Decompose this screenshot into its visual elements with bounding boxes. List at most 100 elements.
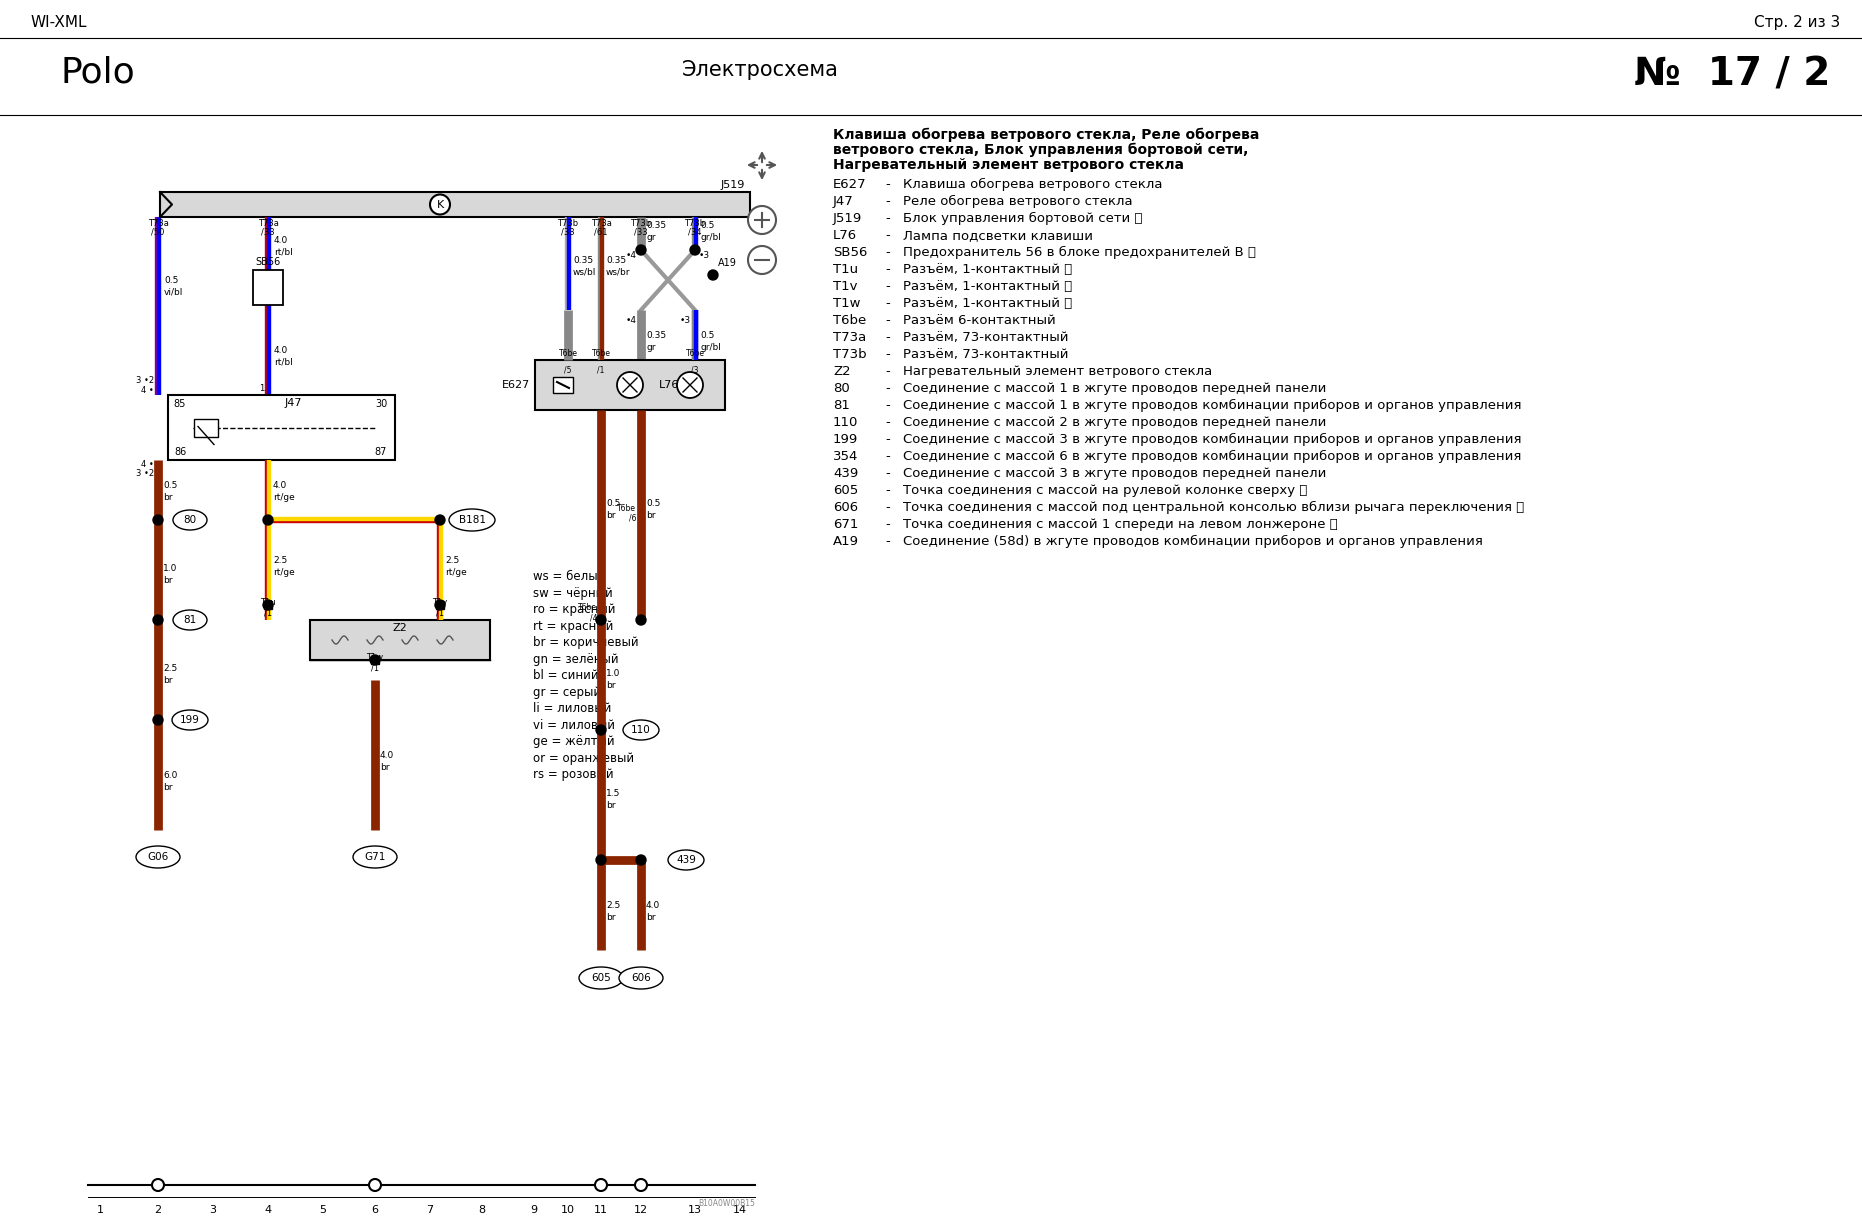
Text: T1w: T1w — [832, 296, 860, 310]
Text: /50: /50 — [151, 228, 164, 236]
Text: Polo: Polo — [60, 55, 134, 89]
Text: or = оранжевый: or = оранжевый — [533, 752, 635, 765]
Text: 2.5: 2.5 — [164, 663, 177, 673]
Text: A19: A19 — [719, 258, 737, 268]
Text: 4.0: 4.0 — [274, 481, 287, 490]
Text: 3 •2: 3 •2 — [136, 469, 155, 478]
Ellipse shape — [618, 967, 663, 989]
Text: •4: •4 — [626, 251, 637, 260]
Text: 80: 80 — [184, 515, 197, 525]
Text: 3: 3 — [210, 1205, 216, 1215]
Text: Точка соединения с массой 1 спереди на левом лонжероне 📷: Точка соединения с массой 1 спереди на л… — [903, 518, 1337, 531]
Text: rt/bl: rt/bl — [274, 358, 292, 367]
Text: /61: /61 — [594, 228, 607, 236]
Text: Нагревательный элемент ветрового стекла: Нагревательный элемент ветрового стекла — [903, 365, 1212, 378]
Text: -: - — [884, 365, 890, 378]
Text: 4.0: 4.0 — [380, 750, 395, 759]
Text: 0.35: 0.35 — [605, 256, 626, 264]
Text: Разъём, 73-контактный: Разъём, 73-контактный — [903, 348, 1069, 360]
Text: 1: 1 — [259, 384, 264, 392]
Text: •4: •4 — [626, 316, 637, 325]
Circle shape — [436, 600, 445, 610]
Circle shape — [596, 855, 605, 865]
Text: -: - — [884, 433, 890, 446]
Text: Лампа подсветки клавиши: Лампа подсветки клавиши — [903, 229, 1093, 242]
Ellipse shape — [354, 846, 397, 868]
Text: 11: 11 — [594, 1205, 609, 1215]
Text: T1u
/1: T1u /1 — [261, 598, 276, 617]
Text: L76: L76 — [659, 380, 680, 390]
Text: ws/bl: ws/bl — [573, 267, 596, 277]
Text: Соединение (58d) в жгуте проводов комбинации приборов и органов управления: Соединение (58d) в жгуте проводов комбин… — [903, 535, 1482, 549]
Circle shape — [637, 855, 646, 865]
Text: Z2: Z2 — [393, 624, 408, 633]
Text: T6be: T6be — [559, 349, 577, 358]
Text: •3: •3 — [698, 251, 709, 260]
Text: 0.35: 0.35 — [573, 256, 594, 264]
Ellipse shape — [624, 720, 659, 740]
Text: 110: 110 — [631, 724, 652, 736]
Text: 4 •: 4 • — [142, 460, 155, 469]
Text: 7: 7 — [426, 1205, 434, 1215]
Text: T73b: T73b — [631, 219, 652, 228]
Text: T6be
/4: T6be /4 — [577, 603, 598, 622]
Text: br: br — [605, 801, 616, 809]
Text: 439: 439 — [676, 855, 696, 865]
Text: T6be: T6be — [592, 349, 611, 358]
Text: ro = красный: ro = красный — [533, 603, 616, 616]
Text: L76: L76 — [832, 229, 857, 242]
Text: br: br — [380, 763, 389, 771]
Text: Разъём, 73-контактный: Разъём, 73-контактный — [903, 331, 1069, 344]
Text: br: br — [646, 510, 655, 519]
Text: 0.5: 0.5 — [164, 276, 179, 284]
Text: Блок управления бортовой сети 📷: Блок управления бортовой сети 📷 — [903, 212, 1143, 225]
Text: /3: /3 — [691, 365, 698, 374]
Text: -: - — [884, 178, 890, 191]
Bar — [253, 271, 283, 305]
Text: T1w
/1: T1w /1 — [367, 653, 384, 673]
Text: 12: 12 — [633, 1205, 648, 1215]
Text: 605: 605 — [590, 973, 611, 983]
Text: Точка соединения с массой на рулевой колонке сверху 📷: Точка соединения с массой на рулевой кол… — [903, 483, 1307, 497]
Text: Разъём, 1-контактный 📷: Разъём, 1-контактный 📷 — [903, 263, 1073, 276]
Text: bl = синий: bl = синий — [533, 669, 598, 681]
Text: gr/bl: gr/bl — [700, 232, 721, 241]
Text: rt/ge: rt/ge — [274, 567, 294, 577]
Text: 85: 85 — [173, 399, 186, 410]
Text: 110: 110 — [832, 416, 858, 429]
Text: br: br — [605, 510, 616, 519]
Text: /1: /1 — [598, 365, 605, 374]
Circle shape — [430, 194, 451, 214]
Text: -: - — [884, 535, 890, 549]
Text: rt/ge: rt/ge — [445, 567, 467, 577]
Bar — [194, 418, 218, 437]
Text: Точка соединения с массой под центральной консолью вблизи рычага переключения 📷: Точка соединения с массой под центрально… — [903, 501, 1525, 514]
Circle shape — [635, 1180, 646, 1191]
Text: 6: 6 — [372, 1205, 378, 1215]
Circle shape — [371, 656, 380, 665]
Text: T1v: T1v — [832, 280, 858, 293]
Text: rt/bl: rt/bl — [274, 247, 292, 257]
Text: 606: 606 — [631, 973, 652, 983]
Circle shape — [691, 245, 700, 255]
Circle shape — [596, 724, 605, 736]
Text: -: - — [884, 483, 890, 497]
Text: gr: gr — [646, 342, 655, 352]
Ellipse shape — [173, 510, 207, 530]
Text: -: - — [884, 399, 890, 412]
Text: Соединение с массой 3 в жгуте проводов комбинации приборов и органов управления: Соединение с массой 3 в жгуте проводов к… — [903, 433, 1521, 446]
Text: rt = красный: rt = красный — [533, 620, 613, 632]
Circle shape — [153, 515, 164, 525]
Text: 1.5: 1.5 — [605, 788, 620, 797]
Text: -: - — [884, 467, 890, 480]
Text: -: - — [884, 280, 890, 293]
Text: Нагревательный элемент ветрового стекла: Нагревательный элемент ветрового стекла — [832, 157, 1184, 172]
Text: vi = лиловый: vi = лиловый — [533, 718, 614, 732]
Text: 86: 86 — [173, 446, 186, 458]
Text: T73a: T73a — [832, 331, 866, 344]
Text: B181: B181 — [458, 515, 486, 525]
Text: 0.5: 0.5 — [164, 481, 177, 490]
Bar — [534, 360, 724, 410]
Text: -: - — [884, 348, 890, 360]
Text: 4: 4 — [264, 1205, 272, 1215]
